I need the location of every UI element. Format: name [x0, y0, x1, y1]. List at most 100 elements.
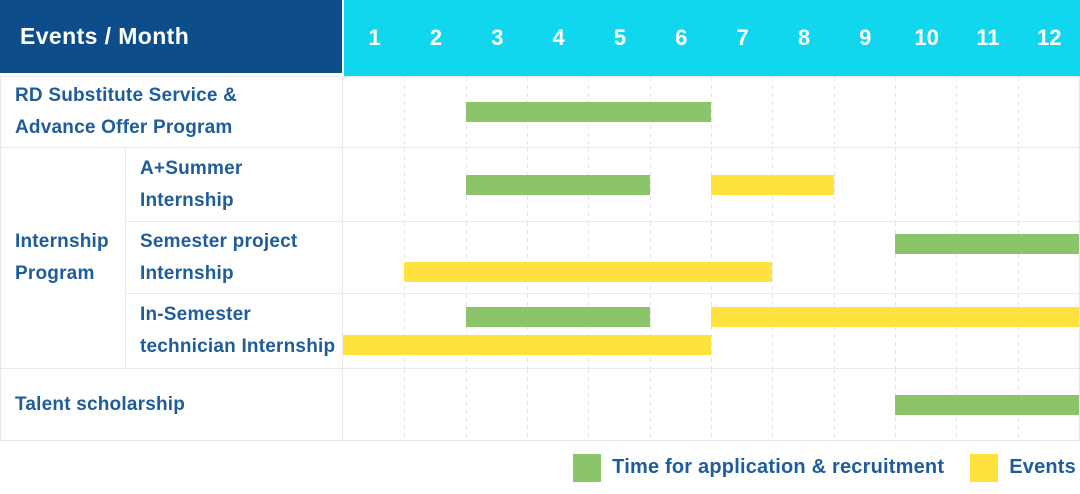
month-gridline [833, 369, 835, 440]
bar-lines [343, 369, 1079, 440]
month-gridline [1017, 222, 1019, 293]
month-gridline [833, 294, 835, 368]
row-label-rd-substitute: RD Substitute Service & Advance Offer Pr… [1, 76, 342, 147]
month-gridline [649, 294, 651, 368]
chart-row-in-semester-technician [342, 293, 1079, 368]
chart-row-semester-project [342, 221, 1079, 293]
month-gridline [772, 369, 774, 440]
gantt-bar [404, 261, 773, 282]
chart-row-talent-scholarship [342, 368, 1079, 440]
gantt-bar [895, 394, 1079, 415]
row-label-talent-scholarship: Talent scholarship [1, 368, 342, 440]
month-gridline [465, 294, 467, 368]
month-header-row: 1 2 3 4 5 6 7 8 9 10 11 12 [342, 0, 1080, 76]
month-gridline [772, 77, 774, 147]
header-title-text: Events / Month [20, 23, 190, 49]
legend: Time for application & recruitment Event… [0, 441, 1076, 494]
row-label-line: Talent scholarship [15, 393, 186, 415]
gantt-bar [711, 307, 1079, 327]
month-gridline [711, 294, 712, 368]
row-label-line: In-Semester [140, 304, 251, 325]
month-header-10: 10 [914, 25, 939, 50]
gantt-bar [465, 174, 650, 195]
bar-lines [343, 222, 1079, 293]
month-gridline [465, 222, 467, 293]
month-gridline [956, 77, 958, 147]
month-gridline [527, 222, 528, 293]
month-gridline [711, 77, 712, 147]
month-header-11: 11 [976, 25, 1000, 50]
bar-line [343, 335, 1079, 355]
row-label-line: A+Summer [140, 157, 243, 179]
month-gridline [1017, 77, 1019, 147]
legend-label-application-recruitment: Time for application & recruitment [612, 456, 945, 478]
month-header-5: 5 [613, 25, 627, 50]
month-gridline [895, 294, 896, 368]
month-header-4: 4 [552, 25, 565, 50]
month-gridline [649, 369, 651, 440]
gantt-bar [711, 174, 834, 195]
legend-green-swatch-icon [573, 453, 602, 482]
bar-line [343, 261, 1079, 282]
bar-line [343, 174, 1079, 195]
events-month-table: Events / Month 1 2 3 4 5 6 7 8 9 10 11 1… [0, 0, 1080, 441]
gantt-bar [465, 307, 650, 327]
gantt-bar [895, 233, 1079, 254]
month-gridline [1017, 294, 1019, 368]
month-gridline [527, 294, 528, 368]
month-gridline [833, 148, 835, 221]
month-gridline [649, 222, 651, 293]
month-gridline [772, 222, 774, 293]
bar-line [343, 102, 1079, 122]
chart-row-a-plus-summer [342, 147, 1079, 221]
bar-lines [343, 148, 1079, 221]
month-header-12: 12 [1037, 25, 1062, 50]
row-label-line: RD Substitute Service & [15, 85, 238, 106]
month-header-7: 7 [736, 25, 749, 50]
month-header-8: 8 [797, 25, 811, 50]
month-gridline [956, 148, 958, 221]
month-header-9: 9 [859, 25, 872, 50]
month-gridline [588, 294, 590, 368]
chart-row-rd-substitute [342, 76, 1079, 147]
row-label-a-plus-summer: A+Summer Internship [125, 147, 342, 221]
bar-line [343, 233, 1079, 254]
legend-item-application-recruitment: Time for application & recruitment [573, 453, 945, 482]
row-label-semester-project: Semester project Internship [125, 221, 342, 293]
month-gridline [895, 222, 896, 293]
month-gridline [895, 77, 896, 147]
month-gridline [649, 148, 651, 221]
month-header-3: 3 [491, 25, 504, 50]
month-gridline [465, 369, 467, 440]
row-label-line: Internship [140, 189, 234, 211]
row-label-line: technician Internship [140, 336, 336, 357]
bar-line [343, 394, 1079, 415]
row-label-line: Advance Offer Program [15, 117, 233, 138]
group-label-internship-program: Internship Program [1, 147, 125, 368]
month-gridline [404, 369, 406, 440]
month-gridline [1017, 148, 1019, 221]
legend-yellow-swatch-icon [970, 453, 999, 482]
month-gridline [404, 148, 406, 221]
month-gridline [588, 222, 590, 293]
gantt-bar [343, 335, 711, 355]
bar-lines [343, 77, 1079, 147]
month-gridline [956, 294, 958, 368]
month-gridline [772, 294, 774, 368]
gantt-bar [465, 102, 711, 122]
row-label-in-semester-technician: In-Semester technician Internship [125, 293, 342, 368]
month-gridline [895, 148, 896, 221]
row-label-line: Semester project [140, 230, 298, 252]
month-header-1: 1 [368, 25, 381, 50]
legend-label-events: Events [1009, 456, 1076, 478]
month-gridline [404, 222, 406, 293]
month-gridline [711, 222, 712, 293]
month-gridline [711, 369, 712, 440]
month-gridline [404, 294, 406, 368]
month-gridline [404, 77, 406, 147]
group-label-line: Internship [15, 231, 109, 252]
month-gridline [833, 222, 835, 293]
legend-item-events: Events [970, 453, 1076, 482]
month-header-2: 2 [429, 25, 443, 50]
